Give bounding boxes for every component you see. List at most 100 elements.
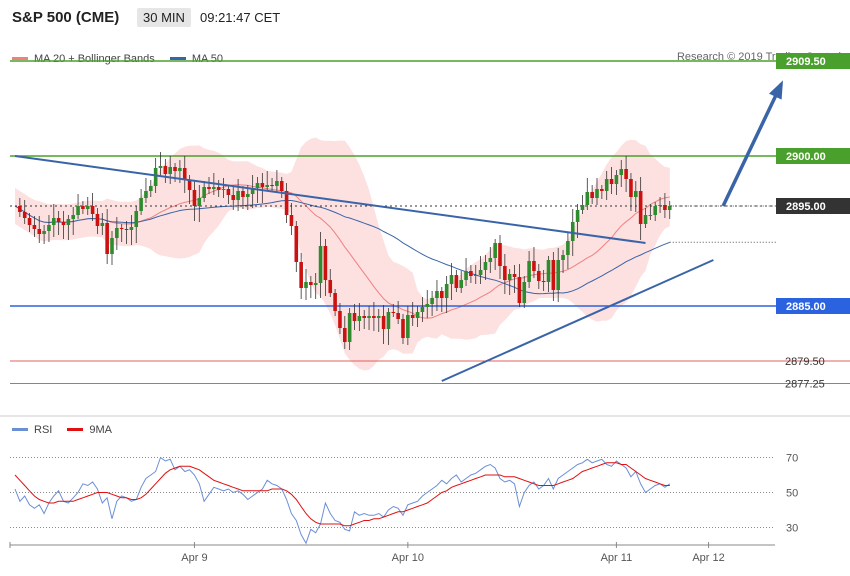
candle-body [561,255,565,260]
candle-body [61,222,66,225]
candle-body [634,191,638,197]
candle-body [663,205,667,210]
level-label: 2877.25 [785,379,825,391]
candle-body [250,188,255,194]
candle-body [527,261,531,282]
candle-body [76,206,80,215]
candle-body [284,191,289,215]
level-tag-1 [776,148,850,164]
candle-body [328,280,333,293]
candle-body [653,206,657,215]
rsi-series-1 [14,462,670,527]
bollinger-band [15,137,670,371]
candle-body [624,169,628,179]
candle-body [532,261,536,271]
candle-body [541,281,546,282]
candle-body [459,280,463,288]
candle-body [124,229,129,230]
candle-body [270,185,274,186]
rsi-ma-swatch-icon [67,428,84,431]
candle-body [216,187,221,190]
candle-body [604,179,609,191]
candle-body [158,166,163,168]
candle-body [105,223,109,254]
rsi-tick-label: 70 [786,453,798,465]
timestamp: 09:21:47 CET [200,10,281,25]
instrument-title: S&P 500 (CME) [12,9,120,26]
candle-body [619,169,624,175]
candle-body [236,191,240,200]
candle-body [410,315,415,318]
candle-body [537,271,541,281]
candle-body [197,198,202,206]
candle-body [449,275,454,284]
candle-body [81,206,85,209]
candle-body [376,316,381,318]
candle-body [333,293,337,311]
candle-body [638,191,643,224]
ma50-swatch-icon [169,57,186,60]
legend-rsi-ma: 9MA [67,424,112,436]
candle-body [401,319,405,338]
candle-body [149,186,153,191]
candle-body [95,214,100,226]
candle-body [648,215,653,216]
level-label: 2900.00 [786,151,826,163]
candle-body [110,238,114,254]
candle-body [425,304,430,307]
candle-body [299,262,303,288]
candle-body [115,228,119,238]
candle-body [66,219,71,225]
candle-body [595,189,599,198]
candle-body [323,246,328,280]
candle-body [129,227,134,230]
candle-body [600,189,604,191]
candle-body [71,215,75,219]
candle-body [420,307,425,312]
candle-body [473,275,478,276]
candle-body [498,243,502,266]
rsi-tick-label: 50 [786,488,798,500]
candle-body [667,206,672,210]
candle-body [493,243,497,258]
rsi-legend: RSI 9MA [12,422,124,436]
candle-body [435,291,439,298]
timeframe-badge[interactable]: 30 MIN [137,8,191,27]
candle-body [444,284,449,298]
x-tick-label: Apr 12 [692,552,724,564]
candle-body [294,226,299,262]
candle-body [90,206,95,214]
rsi-series-0 [14,456,671,545]
x-tick-label: Apr 9 [181,552,207,564]
candle-body [566,241,570,255]
candle-body [391,312,396,313]
candle-body [22,212,27,218]
candle-body [522,282,527,303]
level-label: 2885.00 [786,301,826,313]
candle-body [134,211,139,227]
candle-body [362,316,366,318]
candle-body [658,205,662,206]
candle-body [56,218,61,222]
candle-body [454,275,459,288]
candle-body [226,189,231,195]
x-tick-label: Apr 11 [601,552,633,564]
candle-body [318,246,323,283]
ma20-swatch-icon [12,57,28,60]
candle-body [255,183,260,188]
candle-body [440,291,444,298]
candle-body [629,179,633,197]
candle-body [469,271,473,276]
candle-body [163,166,168,174]
candle-body [144,191,148,198]
candle-body [173,167,177,171]
level-tag-2 [776,198,850,214]
candle-body [381,316,386,329]
candle-body [503,266,507,280]
candle-body [32,225,37,229]
trendline-rising-support [441,259,714,382]
level-label: 2909.50 [786,56,826,68]
candle-body [556,260,560,290]
candle-body [590,192,594,198]
